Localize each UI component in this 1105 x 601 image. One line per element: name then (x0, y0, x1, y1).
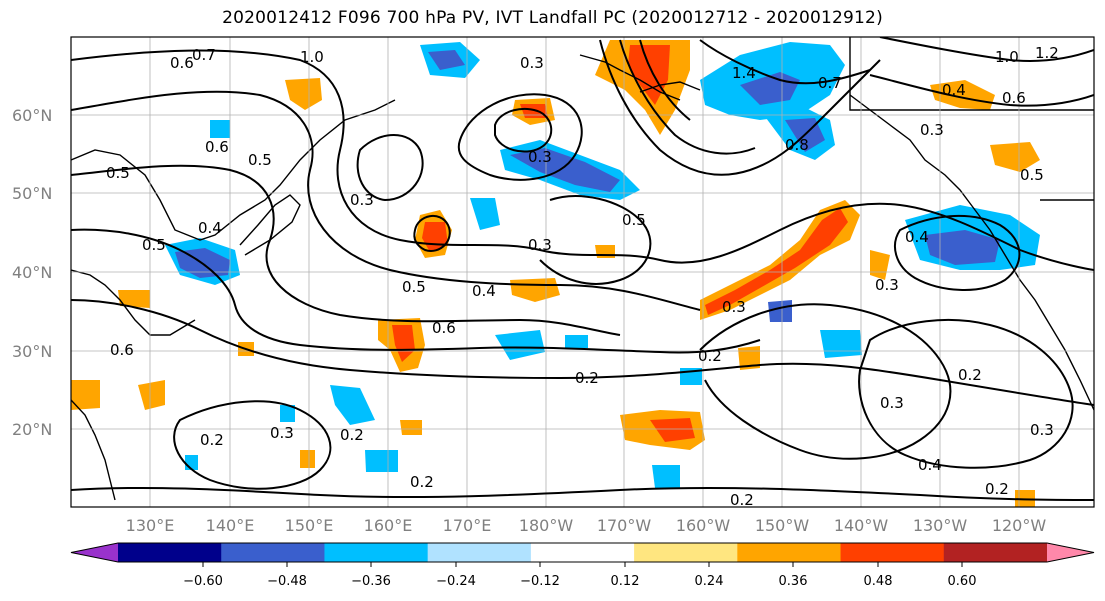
latitude-labels: 60°N 50°N 40°N 30°N 20°N (12, 106, 52, 439)
colorbar-tick-label: −0.60 (183, 574, 223, 589)
lon-label: 130°E (126, 516, 175, 535)
contour-label: 0.2 (410, 473, 434, 491)
lat-label: 50°N (12, 184, 52, 203)
contour-label: 1.2 (1035, 44, 1059, 62)
contour-label: 0.5 (402, 278, 426, 296)
lon-label: 160°W (676, 516, 731, 535)
contour-label: 0.7 (192, 46, 216, 64)
colorbar-segment (737, 543, 842, 562)
contour-label: 0.5 (1020, 166, 1044, 184)
lon-label: 170°W (597, 516, 652, 535)
colorbar (70, 542, 1095, 563)
colorbar-segment (530, 543, 635, 562)
lon-label: 150°W (755, 516, 810, 535)
colorbar-tick-label: −0.48 (267, 574, 307, 589)
contour-label: 0.3 (520, 54, 544, 72)
colorbar-tick-label: 0.36 (779, 574, 808, 589)
colorbar-extend-max (1047, 543, 1094, 562)
contour-label: 0.3 (270, 424, 294, 442)
lon-label: 140°E (206, 516, 255, 535)
contour-labels: 0.6 0.7 1.0 0.3 1.4 1.0 1.2 0.7 0.4 0.6 … (106, 44, 1059, 509)
colorbar-segment (943, 543, 1048, 562)
contour-label: 0.3 (350, 191, 374, 209)
pv-contours (71, 37, 1094, 501)
lat-label: 20°N (12, 420, 52, 439)
contour-label: 1.0 (995, 48, 1019, 66)
colorbar-segment (324, 543, 429, 562)
positive-anomaly-shading (71, 40, 1040, 507)
lon-label: 160°E (364, 516, 413, 535)
contour-label: 0.2 (985, 480, 1009, 498)
map-title: 2020012412 F096 700 hPa PV, IVT Landfall… (222, 8, 883, 28)
colorbar-outline (70, 542, 1095, 563)
map-frame (70, 36, 1095, 508)
contour-label: 0.6 (205, 138, 229, 156)
contour-label: 0.5 (106, 164, 130, 182)
colorbar-segment (634, 543, 738, 562)
lat-label: 60°N (12, 106, 52, 125)
contour-label: 0.2 (575, 369, 599, 387)
lon-label: 170°E (443, 516, 492, 535)
colorbar-tick-label: 0.24 (695, 574, 724, 589)
colorbar-extend-min (71, 543, 118, 562)
colorbar-segment (840, 543, 945, 562)
colorbar-segment (221, 543, 325, 562)
colorbar-tick-label: −0.36 (351, 574, 391, 589)
contour-label: 0.7 (818, 74, 842, 92)
contour-label: 0.2 (958, 366, 982, 384)
contour-label: 0.3 (722, 298, 746, 316)
contour-label: 0.2 (200, 431, 224, 449)
lon-label: 140°W (834, 516, 889, 535)
contour-label: 0.4 (472, 282, 496, 300)
colorbar-segment (118, 543, 222, 562)
contour-label: 0.6 (170, 54, 194, 72)
contour-label: 0.3 (920, 121, 944, 139)
contour-label: 0.6 (110, 341, 134, 359)
colorbar-tick-label: −0.24 (436, 574, 476, 589)
contour-label: 0.8 (785, 136, 809, 154)
contour-label: 0.3 (528, 148, 552, 166)
contour-label: 0.4 (918, 456, 942, 474)
contour-label: 0.3 (528, 236, 552, 254)
contour-label: 0.5 (142, 236, 166, 254)
contour-label: 0.4 (198, 219, 222, 237)
lon-label: 180°W (519, 516, 574, 535)
contour-label: 0.3 (1030, 421, 1054, 439)
colorbar-ticks: −0.60 −0.48 −0.36 −0.24 −0.12 0.12 0.24 … (183, 562, 976, 589)
contour-label: 0.5 (622, 211, 646, 229)
coastlines (71, 37, 1094, 501)
contour-label: 0.6 (1002, 89, 1026, 107)
lon-label: 120°W (992, 516, 1047, 535)
colorbar-tick-label: 0.12 (611, 574, 640, 589)
contour-label: 0.5 (248, 151, 272, 169)
lat-label: 30°N (12, 342, 52, 361)
colorbar-tick-label: 0.48 (864, 574, 893, 589)
lat-label: 40°N (12, 263, 52, 282)
gridlines (71, 37, 1094, 507)
contour-label: 1.4 (732, 64, 756, 82)
contour-label: 0.2 (730, 491, 754, 509)
lon-label: 150°E (285, 516, 334, 535)
contour-label: 0.4 (942, 81, 966, 99)
longitude-labels: 130°E 140°E 150°E 160°E 170°E 180°W 170°… (126, 516, 1047, 535)
contour-label: 0.2 (698, 347, 722, 365)
colorbar-tick-label: −0.12 (520, 574, 560, 589)
contour-label: 0.4 (905, 228, 929, 246)
contour-label: 0.6 (432, 319, 456, 337)
colorbar-segment (427, 543, 532, 562)
contour-label: 0.3 (875, 276, 899, 294)
lon-label: 130°W (913, 516, 968, 535)
contour-label: 0.2 (340, 426, 364, 444)
colorbar-tick-label: 0.60 (948, 574, 977, 589)
contour-label: 0.3 (880, 394, 904, 412)
contour-label: 1.0 (300, 48, 324, 66)
